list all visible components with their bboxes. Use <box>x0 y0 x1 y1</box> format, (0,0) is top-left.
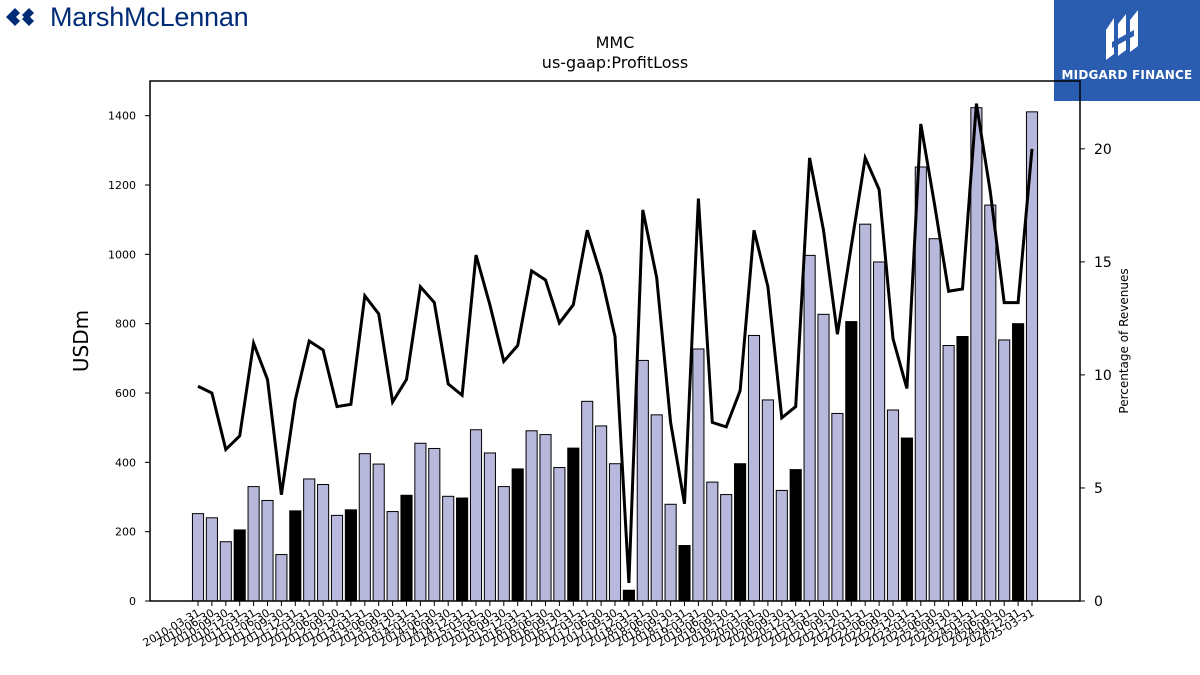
bar-2024-06-30 <box>984 204 997 602</box>
bar-2021-09-30 <box>831 412 844 602</box>
bar-2018-06-30 <box>650 414 663 602</box>
bar-2019-09-30 <box>720 494 733 602</box>
bar-2010-03-31 <box>191 513 205 602</box>
bar-2024-09-30 <box>998 339 1011 602</box>
bar-2012-12-31 <box>344 509 357 602</box>
marsh-mclennan-logo: MarshMcLennan <box>4 2 249 32</box>
bar-2018-09-30 <box>664 503 677 602</box>
bar-2011-12-31 <box>289 510 302 602</box>
y-left-axis: 0 200 400 600 800 1000 1200 1400 <box>108 110 150 608</box>
bar-2013-06-30 <box>372 463 385 602</box>
midgard-finance-logo: MIDGARD FINANCE <box>1054 0 1200 101</box>
bar-2024-03-31 <box>970 107 983 602</box>
bar-2012-09-30 <box>330 514 344 602</box>
bar-2017-12-31 <box>622 589 635 602</box>
bar-2016-12-31 <box>567 447 580 602</box>
bar-2014-09-30 <box>442 495 455 602</box>
y2-tick-label: 15 <box>1094 255 1112 271</box>
bars-layer <box>191 107 1039 602</box>
bar-2011-03-31 <box>247 486 260 602</box>
bar-2023-03-31 <box>914 166 927 602</box>
bar-2015-03-31 <box>469 429 483 602</box>
midgard-finance-logo-text: MIDGARD FINANCE <box>1061 68 1193 82</box>
bar-2020-12-31 <box>789 469 802 602</box>
bar-2024-12-31 <box>1012 323 1025 602</box>
bar-2021-12-31 <box>845 321 858 602</box>
bar-2018-03-31 <box>636 359 649 602</box>
bar-2021-06-30 <box>817 313 830 602</box>
y-tick-label: 1000 <box>108 248 136 261</box>
y2-axis-label: Percentage of Revenues <box>1117 268 1131 413</box>
bar-2019-03-31 <box>692 348 705 602</box>
bar-2013-12-31 <box>400 494 413 602</box>
bar-2019-06-30 <box>706 481 719 602</box>
bar-2012-06-30 <box>317 484 330 602</box>
bar-2010-09-30 <box>219 541 232 602</box>
bar-2015-06-30 <box>483 452 496 602</box>
marsh-mclennan-mark-icon <box>6 8 38 26</box>
bar-2017-06-30 <box>595 425 608 602</box>
bar-2011-06-30 <box>261 499 274 602</box>
bar-2014-06-30 <box>428 447 441 602</box>
bar-2020-09-30 <box>775 489 788 602</box>
y-tick-label: 800 <box>115 318 136 331</box>
bar-2016-03-31 <box>525 430 538 602</box>
bar-2023-06-30 <box>928 238 941 602</box>
midgard-mark-icon <box>1106 10 1138 60</box>
y-tick-label: 400 <box>115 456 136 469</box>
bar-2014-12-31 <box>456 497 469 602</box>
y2-tick-label: 10 <box>1094 368 1112 384</box>
y-axis-label: USDm <box>69 310 93 372</box>
y-tick-label: 1400 <box>108 110 136 123</box>
bar-2016-06-30 <box>539 434 552 602</box>
bar-2021-03-31 <box>803 254 816 602</box>
y-right-axis: 0 5 10 15 20 <box>1080 142 1112 610</box>
x-axis: 2010-03-312010-06-302010-09-302010-12-31… <box>141 601 1037 650</box>
marsh-mclennan-logo-text: MarshMcLennan <box>50 1 249 32</box>
bar-2011-09-30 <box>275 554 288 602</box>
bar-2016-09-30 <box>553 467 566 602</box>
y2-tick-label: 5 <box>1094 481 1103 497</box>
bar-2015-09-30 <box>497 486 510 602</box>
chart-title: MMC <box>596 33 635 52</box>
bar-2017-09-30 <box>608 463 622 602</box>
y2-tick-label: 0 <box>1094 594 1103 610</box>
bar-2019-12-31 <box>734 463 747 602</box>
bar-2013-09-30 <box>386 511 399 602</box>
y-tick-label: 0 <box>129 595 136 608</box>
bar-2023-09-30 <box>942 345 955 602</box>
bar-2010-12-31 <box>233 529 246 602</box>
bar-2012-03-31 <box>303 478 316 602</box>
bar-2014-03-31 <box>414 442 427 602</box>
bar-2022-06-30 <box>873 261 886 602</box>
bar-2020-03-31 <box>747 334 761 602</box>
bar-2017-03-31 <box>581 400 594 602</box>
bar-2022-09-30 <box>886 409 900 602</box>
percentage-line <box>197 103 1034 583</box>
bar-2010-06-30 <box>205 517 218 602</box>
bar-2022-03-31 <box>859 223 872 602</box>
bar-2018-12-31 <box>678 545 691 602</box>
bar-2013-03-31 <box>358 453 371 602</box>
bar-2023-12-31 <box>956 335 969 602</box>
bar-2020-06-30 <box>761 399 774 602</box>
y2-tick-label: 20 <box>1094 142 1112 158</box>
bar-2022-12-31 <box>900 437 913 602</box>
chart-subtitle: us-gaap:ProfitLoss <box>542 53 688 72</box>
y-tick-label: 200 <box>115 526 136 539</box>
bar-2015-12-31 <box>511 468 524 602</box>
y-tick-label: 600 <box>115 387 136 400</box>
y-tick-label: 1200 <box>108 179 136 192</box>
